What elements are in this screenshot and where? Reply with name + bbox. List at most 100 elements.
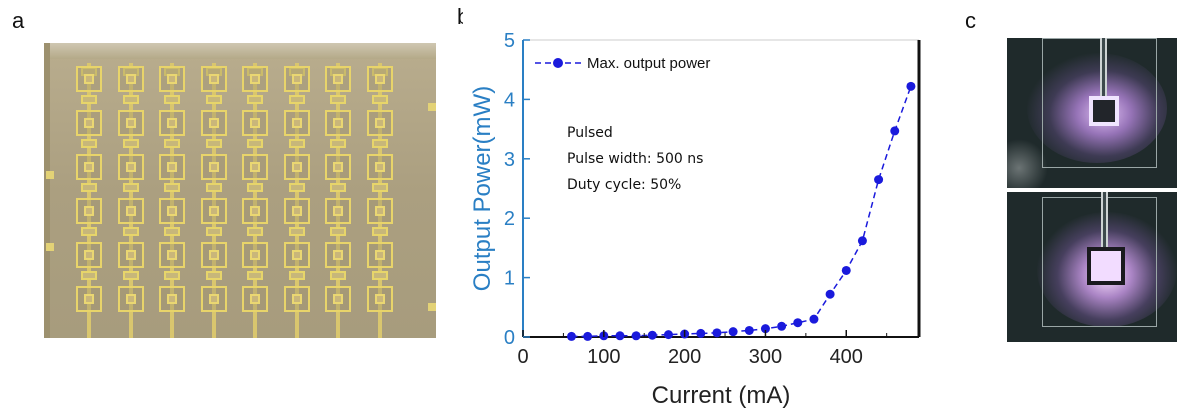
data-point: [728, 327, 738, 337]
device-mesa: [333, 250, 343, 260]
device-mesa: [167, 206, 177, 216]
bond-pad: [122, 227, 139, 236]
data-point: [825, 289, 835, 299]
contact-line: [87, 63, 91, 338]
contact-line: [253, 63, 257, 338]
device-mesa: [125, 206, 136, 216]
y-tick-label: 1: [504, 268, 515, 290]
annotation-pulse-width: Pulse width: 500 ns: [567, 151, 703, 167]
bond-pad: [371, 139, 388, 148]
device-cell: [366, 154, 393, 180]
device-cell: [76, 286, 102, 312]
bond-pad: [371, 227, 388, 236]
device-column: [282, 63, 312, 338]
device-cell: [117, 66, 144, 92]
device-cell: [325, 242, 351, 268]
bond-pad: [205, 227, 222, 236]
device-cell: [159, 154, 185, 180]
contact-line: [377, 63, 382, 338]
grid-layer: [522, 39, 921, 338]
bond-pad: [247, 183, 263, 192]
device-mesa: [291, 294, 302, 304]
bond-pad: [205, 271, 222, 280]
device-mesa: [167, 74, 177, 84]
device-mesa: [84, 294, 94, 304]
device-cell: [366, 198, 393, 224]
device-cell: [283, 198, 310, 224]
bond-pad: [330, 227, 346, 236]
bond-pad: [205, 139, 222, 148]
series-point-layer: [566, 81, 916, 341]
x-axis-title: Current (mA): [652, 382, 791, 409]
data-point: [647, 330, 657, 340]
y-tick-label: 3: [504, 149, 515, 171]
device-column: [157, 63, 187, 338]
data-point: [809, 314, 819, 324]
bond-pad: [247, 95, 263, 104]
device-cell: [117, 154, 144, 180]
alignment-mark: [46, 243, 54, 251]
device-mesa: [250, 162, 260, 172]
chart-svg: 0 100 200 300 400 0 1 2 3 4 5 Current (mA) Output …: [463, 12, 933, 410]
bond-pad: [164, 227, 180, 236]
device-cell: [200, 198, 227, 224]
bond-pad: [330, 271, 346, 280]
device-mesa: [208, 250, 219, 260]
device-cell: [283, 242, 310, 268]
device-cell: [159, 286, 185, 312]
device-cell: [366, 110, 393, 136]
device-mesa: [374, 294, 385, 304]
device-column: [116, 63, 146, 338]
device-mesa: [167, 294, 177, 304]
contact-line: [336, 63, 340, 338]
data-point: [874, 175, 884, 185]
device-cell: [200, 66, 227, 92]
device-cell: [283, 154, 310, 180]
y-tick-label: 5: [504, 30, 515, 52]
device-column: [74, 63, 104, 338]
chart-legend: Max. output power: [535, 55, 710, 72]
bond-pad: [164, 139, 180, 148]
bond-pad: [371, 271, 388, 280]
device-mesa: [250, 294, 260, 304]
bond-pad: [81, 183, 97, 192]
outer-frame: [1042, 197, 1157, 327]
x-tick-label: 200: [668, 346, 701, 368]
device-mesa: [208, 162, 219, 172]
device-mesa: [125, 294, 136, 304]
device-cell: [325, 154, 351, 180]
device-mesa: [291, 250, 302, 260]
bond-pad: [164, 95, 180, 104]
data-point: [744, 325, 754, 335]
device-cell: [117, 242, 144, 268]
device-mesa: [374, 118, 385, 128]
device-cell: [242, 66, 268, 92]
device-mesa: [250, 74, 260, 84]
device-cell: [200, 154, 227, 180]
device-cell: [283, 110, 310, 136]
device-cell: [117, 198, 144, 224]
device-mesa: [84, 250, 94, 260]
device-mesa: [374, 162, 385, 172]
outer-frame: [1042, 38, 1157, 168]
data-point: [696, 328, 706, 338]
device-cell: [325, 66, 351, 92]
device-mesa: [291, 74, 302, 84]
device-cell: [200, 242, 227, 268]
device-mesa: [250, 118, 260, 128]
annotation-pulsed: Pulsed: [567, 125, 613, 141]
bond-pad: [122, 271, 139, 280]
y-tick-label: 4: [504, 89, 515, 111]
alignment-mark: [428, 303, 436, 311]
data-point: [793, 318, 803, 328]
bond-pad: [247, 139, 263, 148]
bond-pad: [205, 95, 222, 104]
device-mesa: [125, 250, 136, 260]
device-cell: [159, 66, 185, 92]
annotation-duty-cycle: Duty cycle: 50%: [567, 177, 681, 193]
x-tick-label: 0: [517, 346, 528, 368]
device-cell: [117, 286, 144, 312]
device-mesa: [291, 206, 302, 216]
bond-pad: [164, 271, 180, 280]
device-mesa: [125, 162, 136, 172]
